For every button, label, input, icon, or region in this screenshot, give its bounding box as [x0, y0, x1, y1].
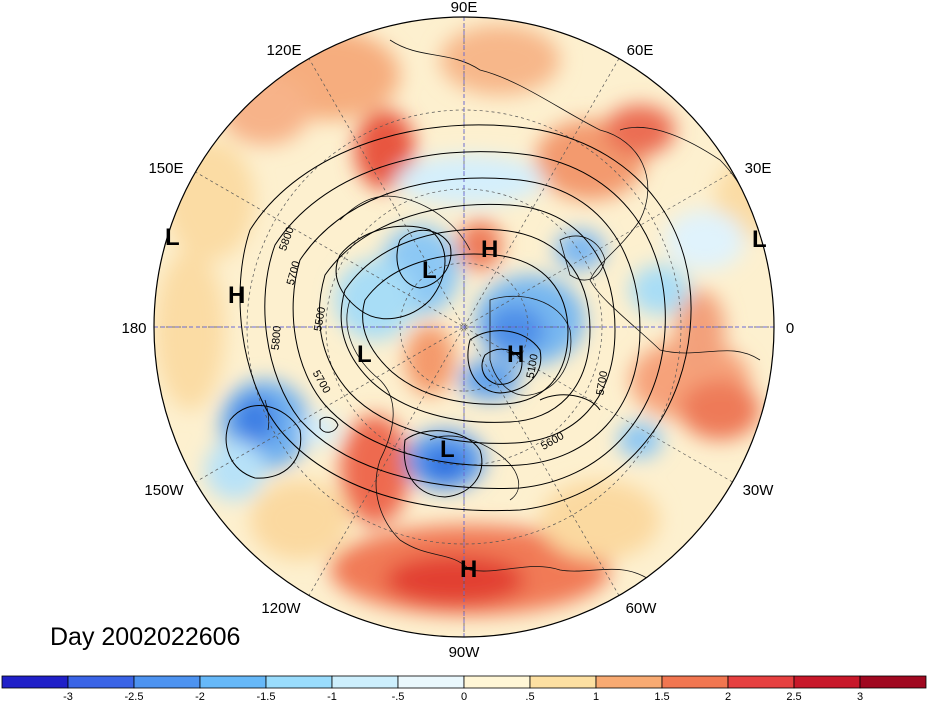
colorbar-swatch — [727, 675, 795, 689]
colorbar-tick-label: 3 — [857, 691, 863, 702]
colorbar-swatch — [1, 675, 69, 689]
colorbar-tick-label: -1 — [327, 691, 337, 702]
colorbar-swatch — [331, 675, 399, 689]
colorbar-swatch — [661, 675, 729, 689]
low-pressure-marker: L — [422, 257, 437, 284]
colorbar-swatch — [265, 675, 333, 689]
lon-label-60w: 60W — [626, 600, 658, 617]
high-pressure-marker: H — [507, 341, 524, 368]
contour-label: 5500 — [312, 306, 328, 332]
lon-label-30e: 30E — [745, 160, 772, 177]
colorbar-tick-label: -2.5 — [125, 691, 144, 702]
high-pressure-marker: H — [460, 556, 477, 583]
low-pressure-marker: L — [357, 341, 372, 368]
height-contours — [225, 124, 692, 512]
colorbar-tick-label: 1 — [593, 691, 599, 702]
low-pressure-marker: L — [752, 226, 767, 253]
anomaly-blobs — [155, 25, 774, 615]
lon-label-120e: 120E — [266, 42, 301, 59]
colorbar-swatch — [67, 675, 135, 689]
lon-label-180: 180 — [121, 320, 146, 337]
colorbar-swatch — [793, 675, 861, 689]
high-pressure-marker: H — [228, 282, 245, 309]
colorbar-tick-label: -3 — [63, 691, 73, 702]
low-pressure-marker: L — [440, 436, 455, 463]
lon-label-60e: 60E — [627, 42, 654, 59]
colorbar-swatch — [199, 675, 267, 689]
colorbar-swatch — [397, 675, 465, 689]
colorbar-tick-label: .5 — [525, 691, 534, 702]
lon-label-120w: 120W — [261, 600, 301, 617]
low-pressure-marker: L — [165, 224, 180, 251]
contour-label: 5800 — [270, 325, 284, 350]
contour-label: 5100 — [525, 353, 541, 379]
pressure-centers: H H H H L L L L L — [165, 224, 767, 583]
colorbar-tick-label: 0 — [461, 691, 467, 702]
lon-label-150e: 150E — [148, 160, 183, 177]
anomaly-field — [154, 17, 774, 637]
lon-label-150w: 150W — [144, 482, 184, 499]
map-boundary — [153, 16, 775, 638]
high-pressure-marker: H — [481, 236, 498, 263]
lon-label-90w: 90W — [449, 644, 481, 661]
colorbar-tick-label: 2 — [725, 691, 731, 702]
colorbar-swatch — [133, 675, 201, 689]
contour-label: 5700 — [594, 370, 610, 396]
colorbar-tick-label: -2 — [195, 691, 205, 702]
colorbar-tick-label: 1.5 — [654, 691, 669, 702]
colorbar-tick-label: -1.5 — [257, 691, 276, 702]
lon-label-30w: 30W — [743, 482, 775, 499]
colorbar-swatch — [595, 675, 663, 689]
colorbar-tick-label: -.5 — [392, 691, 405, 702]
colorbar-tick-label: 2.5 — [786, 691, 801, 702]
colorbar-swatch — [529, 675, 597, 689]
day-label: Day 2002022606 — [50, 623, 240, 651]
colorbar: -3 -2.5 -2 -1.5 -1 -.5 0 .5 1 1.5 2 2.5 3 — [1, 675, 927, 702]
colorbar-swatch — [859, 675, 927, 689]
lon-label-0: 0 — [786, 320, 794, 337]
longitude-labels: 90E 60E 30E 0 30W 60W 90W 120W 150W 180 … — [121, 0, 794, 661]
lon-label-90e: 90E — [451, 0, 478, 16]
colorbar-swatch — [463, 675, 531, 689]
